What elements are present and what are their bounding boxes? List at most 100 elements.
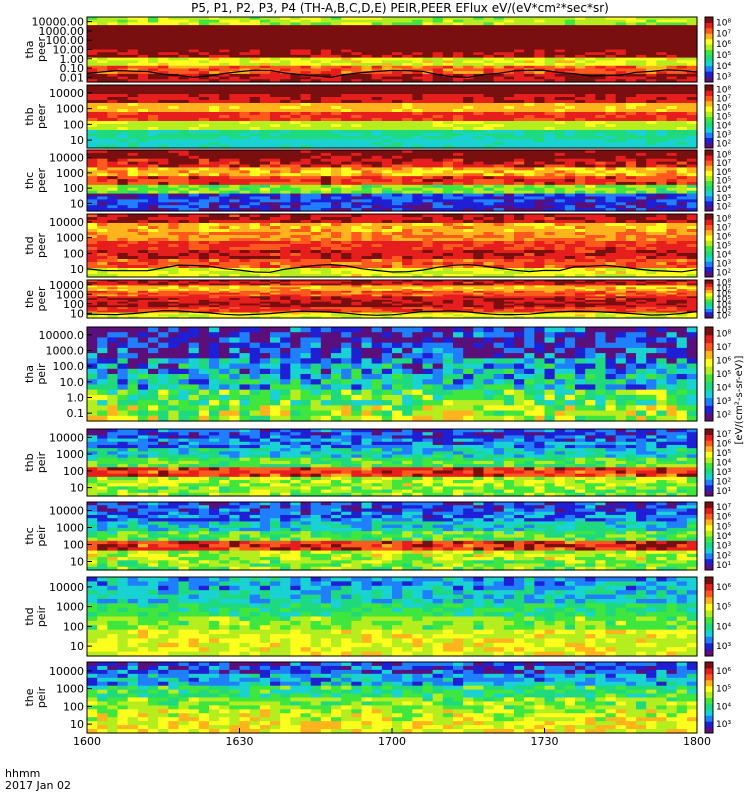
heatmap-cell <box>361 57 373 61</box>
heatmap-cell <box>107 19 119 24</box>
heatmap-cell <box>290 91 302 95</box>
heatmap-cell <box>300 76 312 80</box>
colorbar-tick-label: 10⁶ <box>716 104 731 114</box>
heatmap-cell <box>137 100 149 104</box>
heatmap-cell <box>137 46 149 51</box>
heatmap-cell <box>188 88 200 92</box>
heatmap-cell <box>249 94 261 98</box>
heatmap-cell <box>483 88 495 92</box>
heatmap-cell <box>219 103 230 107</box>
heatmap-cell <box>178 60 190 64</box>
heatmap-cell <box>564 97 576 101</box>
heatmap-cell <box>280 73 291 78</box>
heatmap-cell <box>666 25 678 29</box>
heatmap-cell <box>188 63 200 67</box>
heatmap-cell <box>524 33 535 37</box>
heatmap-cell <box>442 103 454 107</box>
heatmap-cell <box>320 30 332 34</box>
heatmap-cell <box>554 35 566 40</box>
heatmap-cell <box>87 79 98 83</box>
heatmap-cell <box>117 54 129 59</box>
heatmap-cell <box>686 33 698 37</box>
heatmap-cell <box>300 57 312 61</box>
heatmap-cell <box>178 71 190 75</box>
heatmap-cell <box>666 60 678 64</box>
heatmap-cell <box>463 94 474 98</box>
heatmap-cell <box>534 109 546 113</box>
heatmap-cell <box>107 63 119 67</box>
heatmap-cell <box>148 27 159 32</box>
heatmap-cell <box>493 54 505 59</box>
heatmap-cell <box>127 71 139 75</box>
heatmap-cell <box>432 52 444 56</box>
heatmap-cell <box>249 35 261 40</box>
heatmap-cell <box>280 109 291 113</box>
heatmap-cell <box>422 100 434 104</box>
heatmap-cell <box>402 41 413 45</box>
heatmap-cell <box>534 27 546 32</box>
heatmap-cell <box>595 33 607 37</box>
heatmap-cell <box>178 30 190 34</box>
heatmap-cell <box>168 25 180 29</box>
heatmap-cell <box>605 57 617 61</box>
heatmap-cell <box>219 17 230 21</box>
heatmap-cell <box>554 46 566 51</box>
heatmap-cell <box>575 91 586 95</box>
heatmap-cell <box>300 71 312 75</box>
heatmap-cell <box>656 85 668 89</box>
heatmap-cell <box>595 57 607 61</box>
heatmap-cell <box>483 30 495 34</box>
heatmap-cell <box>209 46 220 51</box>
heatmap-cell <box>473 88 485 92</box>
heatmap-cell <box>229 52 241 56</box>
heatmap-cell <box>402 109 413 113</box>
heatmap-cell <box>127 41 139 45</box>
heatmap-cell <box>575 100 586 104</box>
heatmap-cell <box>636 41 647 45</box>
heatmap-cell <box>422 33 434 37</box>
heatmap-cell <box>453 71 464 75</box>
heatmap-cell <box>371 19 383 24</box>
heatmap-cell <box>493 17 505 21</box>
heatmap-cell <box>249 73 261 78</box>
heatmap-cell <box>341 33 352 37</box>
heatmap-cell <box>310 94 322 98</box>
heatmap-cell <box>585 68 596 72</box>
heatmap-cell <box>198 65 210 70</box>
heatmap-cell <box>514 91 525 95</box>
colorbar-tick-label: 10⁵ <box>716 177 731 187</box>
heatmap-cell <box>280 41 291 45</box>
heatmap-cell <box>290 41 302 45</box>
heatmap-cell <box>351 63 363 67</box>
heatmap-cell <box>605 35 617 40</box>
heatmap-cell <box>686 44 698 48</box>
heatmap-cell <box>148 106 159 110</box>
heatmap-cell <box>239 49 251 53</box>
heatmap-cell <box>361 22 373 26</box>
heatmap-cell <box>564 68 576 72</box>
heatmap-cell <box>575 41 586 45</box>
heatmap-cell <box>117 85 129 89</box>
y-tick-label: 100 <box>63 118 84 131</box>
heatmap-cell <box>625 76 637 80</box>
heatmap-cell <box>249 27 261 32</box>
heatmap-cell <box>453 94 464 98</box>
heatmap-cell <box>290 19 302 24</box>
heatmap-cell <box>442 60 454 64</box>
colorbar-step <box>705 85 713 91</box>
heatmap-cell <box>646 65 657 70</box>
heatmap-cell <box>148 44 159 48</box>
heatmap-cell <box>290 25 302 29</box>
heatmap-cell <box>686 79 698 83</box>
heatmap-cell <box>168 19 180 24</box>
heatmap-cell <box>320 100 332 104</box>
heatmap-cell <box>351 60 363 64</box>
heatmap-cell <box>229 30 241 34</box>
heatmap-cell <box>656 57 668 61</box>
heatmap-cell <box>158 44 169 48</box>
heatmap-cell <box>463 38 474 42</box>
heatmap-cell <box>87 44 98 48</box>
heatmap-cell <box>453 49 464 53</box>
heatmap-cell <box>575 103 586 107</box>
colorbar-step <box>705 150 713 156</box>
